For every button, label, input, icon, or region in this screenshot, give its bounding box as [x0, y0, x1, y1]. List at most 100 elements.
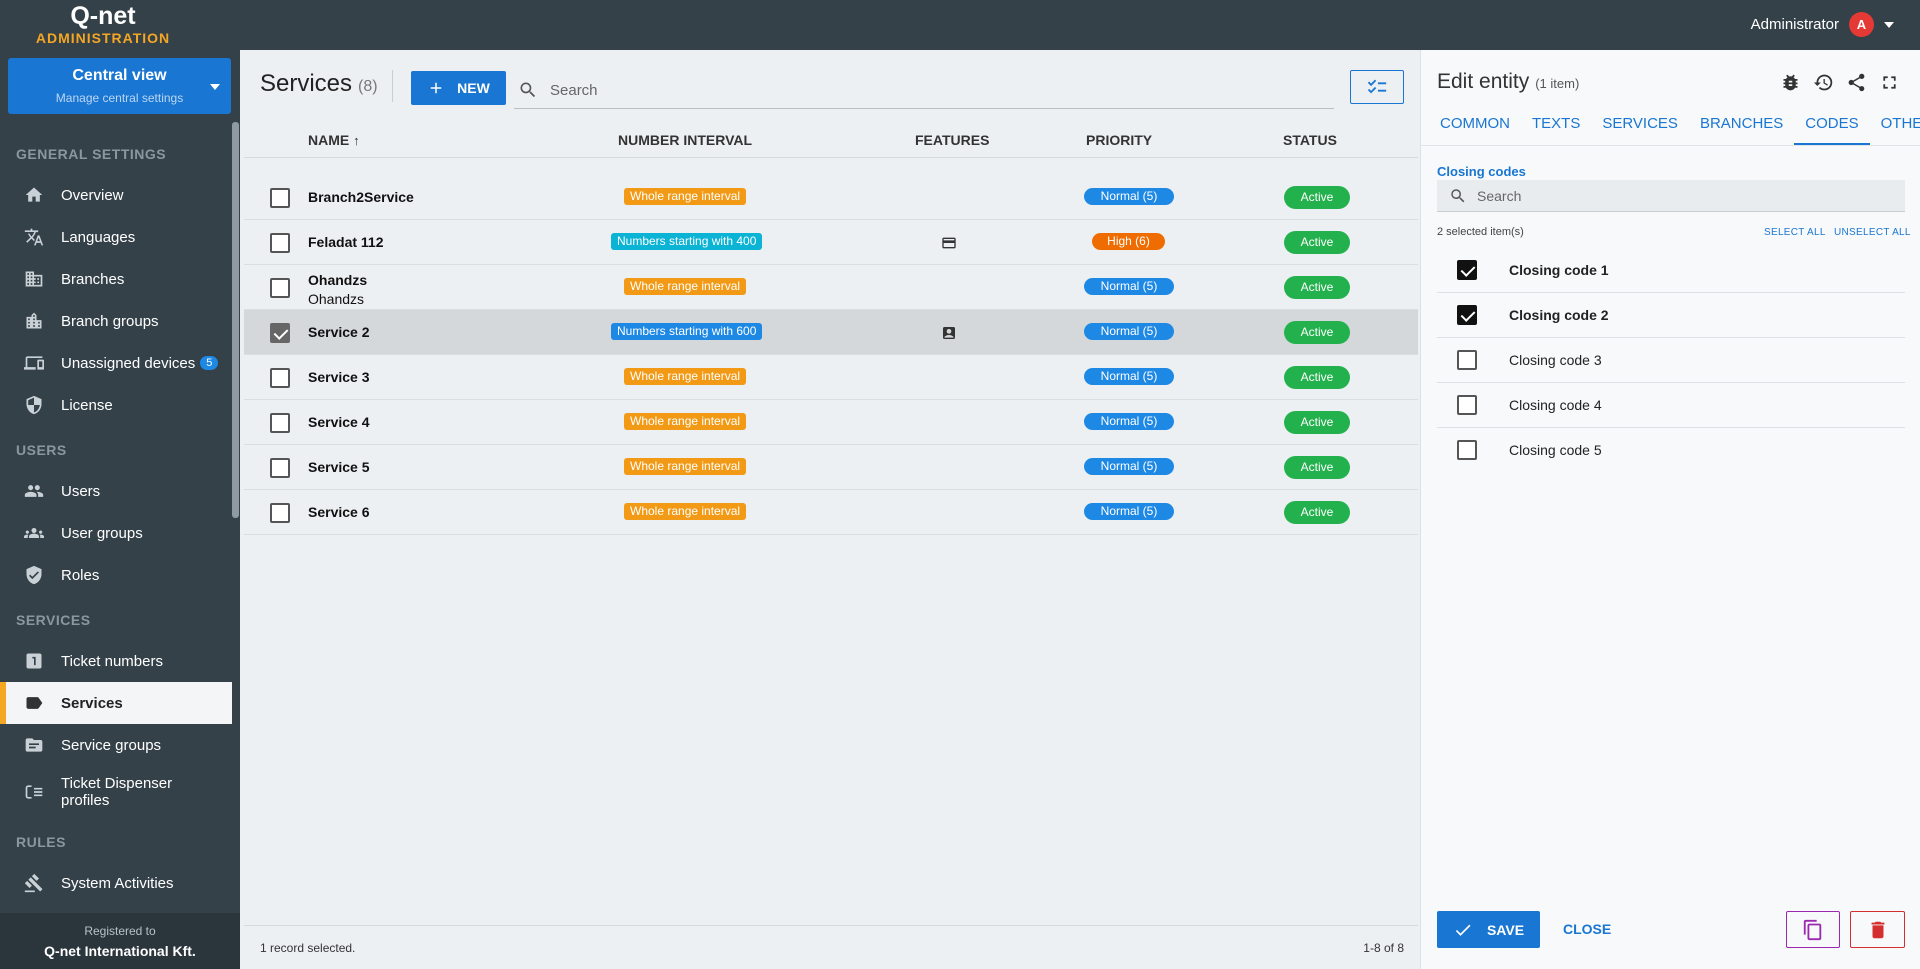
code-checkbox[interactable]	[1457, 305, 1477, 325]
sidebar-item-system-activities[interactable]: System Activities	[0, 862, 232, 904]
row-checkbox[interactable]	[270, 323, 290, 343]
fullscreen-icon[interactable]	[1879, 72, 1900, 98]
panel-footer: SAVE CLOSE	[1421, 911, 1920, 969]
sidebar-item-users[interactable]: Users	[0, 470, 232, 512]
interval-chip: Whole range interval	[624, 278, 747, 295]
code-checkbox[interactable]	[1457, 260, 1477, 280]
user-menu[interactable]: Administrator A	[1751, 12, 1894, 37]
table-row[interactable]: Service 2 Numbers starting with 600 Norm…	[244, 310, 1418, 355]
verified-shield-icon	[24, 565, 44, 585]
row-checkbox[interactable]	[270, 278, 290, 298]
priority-chip: Normal (5)	[1084, 368, 1174, 385]
code-checkbox[interactable]	[1457, 440, 1477, 460]
select-all-button[interactable]: SELECT ALL	[1764, 227, 1826, 238]
table-row[interactable]: Service 4 Whole range interval Normal (5…	[244, 400, 1418, 445]
priority-chip: Normal (5)	[1084, 413, 1174, 430]
delete-button[interactable]	[1850, 911, 1905, 948]
duplicate-button[interactable]	[1786, 911, 1840, 948]
card-icon	[941, 235, 957, 249]
column-header-features[interactable]: FEATURES	[915, 132, 990, 148]
sidebar-item-services[interactable]: Services	[0, 682, 232, 724]
sidebar-item-branches[interactable]: Branches	[0, 258, 232, 300]
service-name: Ohandzs Ohandzs	[308, 271, 367, 309]
section-general-settings: GENERAL SETTINGS	[16, 146, 167, 162]
table-row[interactable]: Branch2Service Whole range interval Norm…	[244, 175, 1418, 220]
sidebar-item-ticket-numbers[interactable]: Ticket numbers	[0, 640, 232, 682]
sidebar-scrollbar[interactable]	[232, 122, 239, 518]
code-checkbox[interactable]	[1457, 350, 1477, 370]
service-name: Service 4	[308, 414, 370, 430]
sidebar: Central view Manage central settings GEN…	[0, 50, 240, 969]
code-label: Closing code 1	[1509, 262, 1609, 278]
sidebar-item-service-groups[interactable]: Service groups	[0, 724, 232, 766]
list-item[interactable]: Closing code 4	[1437, 383, 1905, 428]
priority-chip: Normal (5)	[1084, 458, 1174, 475]
row-checkbox[interactable]	[270, 188, 290, 208]
devices-icon	[24, 353, 44, 373]
qnet-logo[interactable]: Q-net ADMINISTRATION	[28, 2, 178, 46]
edit-entity-panel: Edit entity (1 item) COMMON TEXTS SERVICE…	[1420, 50, 1920, 969]
sidebar-item-user-groups[interactable]: User groups	[0, 512, 232, 554]
bug-icon[interactable]	[1780, 72, 1801, 98]
sidebar-item-languages[interactable]: Languages	[0, 216, 232, 258]
page-title-text: Services	[260, 70, 353, 97]
tab-branches[interactable]: BRANCHES	[1699, 115, 1784, 132]
list-item[interactable]: Closing code 5	[1437, 428, 1905, 473]
sidebar-item-branch-groups[interactable]: Branch groups	[0, 300, 232, 342]
close-button[interactable]: CLOSE	[1563, 921, 1612, 937]
row-checkbox[interactable]	[270, 233, 290, 253]
save-button[interactable]: SAVE	[1437, 911, 1540, 948]
central-view-title: Central view	[72, 67, 167, 84]
tab-codes[interactable]: CODES	[1794, 112, 1870, 145]
tab-others[interactable]: OTHERS	[1880, 115, 1920, 132]
chevron-down-icon	[1884, 21, 1894, 28]
unselect-all-button[interactable]: UNSELECT ALL	[1834, 227, 1911, 238]
priority-chip: Normal (5)	[1084, 503, 1174, 520]
search-icon	[1451, 188, 1465, 202]
sidebar-item-roles[interactable]: Roles	[0, 554, 232, 596]
priority-chip: High (6)	[1092, 233, 1165, 250]
tab-texts[interactable]: TEXTS	[1532, 115, 1581, 132]
new-button[interactable]: NEW	[411, 71, 506, 105]
tab-common[interactable]: COMMON	[1440, 115, 1510, 132]
column-header-priority[interactable]: PRIORITY	[1086, 132, 1153, 148]
row-checkbox[interactable]	[270, 458, 290, 478]
row-checkbox[interactable]	[270, 368, 290, 388]
column-header-name[interactable]: NAME ↑	[308, 132, 360, 148]
sidebar-item-license[interactable]: License	[0, 384, 232, 426]
table-row[interactable]: Ohandzs Ohandzs Whole range interval Norm…	[244, 265, 1418, 310]
interval-chip: Numbers starting with 400	[611, 233, 763, 250]
code-label: Closing code 4	[1509, 397, 1602, 413]
list-item[interactable]: Closing code 1	[1437, 248, 1905, 293]
sidebar-item-ticket-dispenser-profiles[interactable]: Ticket Dispenser profiles	[0, 766, 232, 818]
share-icon[interactable]	[1846, 72, 1867, 98]
search-input[interactable]	[550, 81, 1250, 99]
row-checkbox[interactable]	[270, 503, 290, 523]
arrow-up-icon: ↑	[353, 133, 360, 148]
count-badge: 5	[200, 356, 219, 370]
list-item[interactable]: Closing code 2	[1437, 293, 1905, 338]
history-icon[interactable]	[1813, 72, 1834, 98]
column-settings-button[interactable]	[1350, 70, 1404, 104]
central-view-selector[interactable]: Central view Manage central settings	[8, 58, 231, 114]
tab-services[interactable]: SERVICES	[1602, 115, 1678, 132]
registered-label: Registered to	[84, 924, 156, 938]
table-row[interactable]: Service 5 Whole range interval Normal (5…	[244, 445, 1418, 490]
people-icon	[24, 481, 44, 501]
priority-chip: Normal (5)	[1084, 278, 1174, 295]
column-header-number-interval[interactable]: NUMBER INTERVAL	[618, 132, 753, 148]
panel-tabs: COMMON TEXTS SERVICES BRANCHES CODES OTH…	[1429, 112, 1920, 145]
service-name-main: Ohandzs	[308, 272, 368, 288]
column-header-status[interactable]: STATUS	[1283, 132, 1337, 148]
code-checkbox[interactable]	[1457, 395, 1477, 415]
list-item[interactable]: Closing code 3	[1437, 338, 1905, 383]
codes-search-input[interactable]	[1477, 187, 1877, 204]
sidebar-item-unassigned-devices[interactable]: Unassigned devices 5	[0, 342, 232, 384]
table-row[interactable]: Feladat 112 Numbers starting with 400 Hi…	[244, 220, 1418, 265]
table-row[interactable]: Service 6 Whole range interval Normal (5…	[244, 490, 1418, 535]
interval-chip: Whole range interval	[624, 503, 747, 520]
sidebar-item-overview[interactable]: Overview	[0, 174, 232, 216]
row-checkbox[interactable]	[270, 413, 290, 433]
code-label: Closing code 2	[1509, 307, 1609, 323]
table-row[interactable]: Service 3 Whole range interval Normal (5…	[244, 355, 1418, 400]
